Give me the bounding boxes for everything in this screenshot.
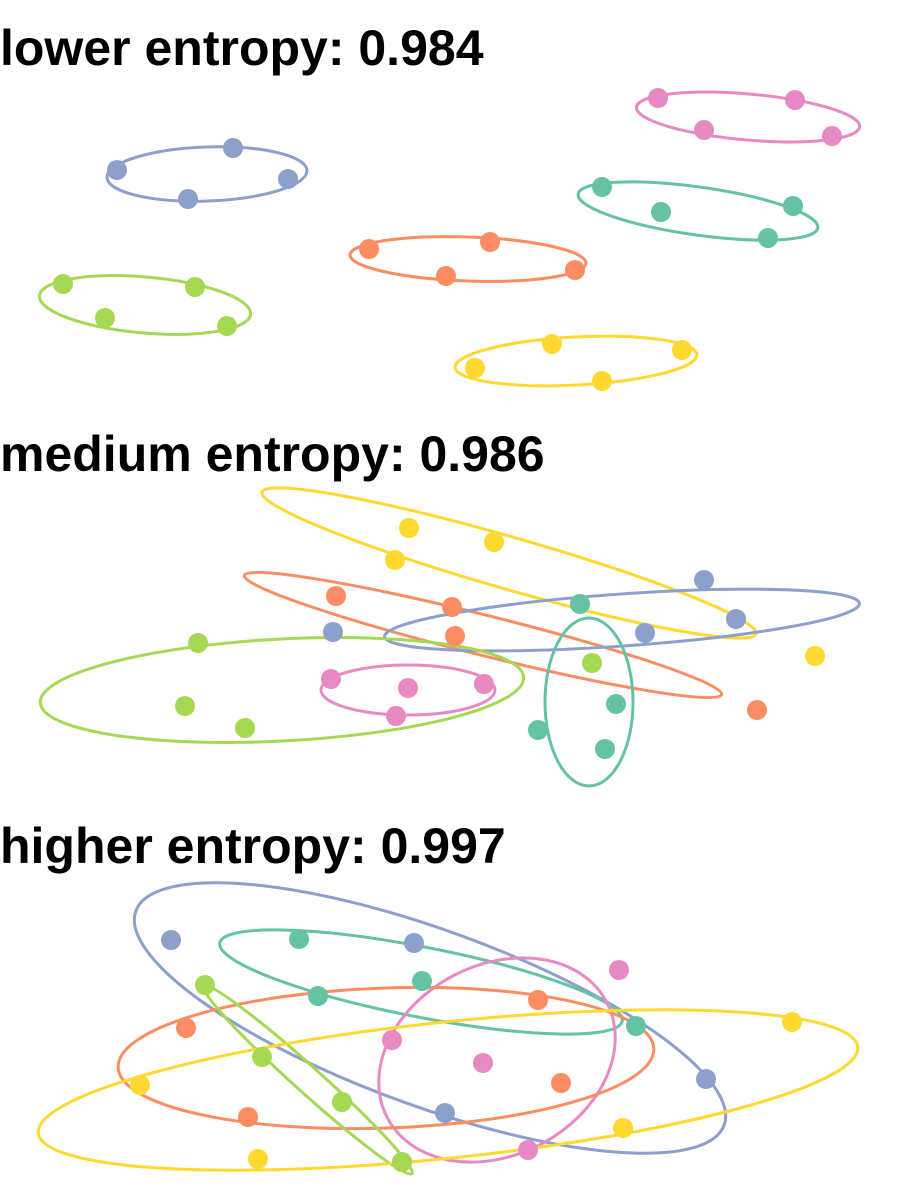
cluster-ellipse-teal <box>576 180 820 242</box>
data-point-teal-3 <box>783 196 803 216</box>
data-point-teal-1 <box>570 594 590 614</box>
data-point-yellow-3 <box>385 550 405 570</box>
plot-medium-entropy <box>38 486 861 788</box>
data-point-orange-3 <box>551 1073 571 1093</box>
data-point-orange-2 <box>442 597 462 617</box>
data-point-teal-1 <box>289 929 309 949</box>
data-point-blue-2 <box>223 138 243 158</box>
cluster-ellipse-yellow <box>36 1008 860 1172</box>
data-point-pink-2 <box>398 678 418 698</box>
data-point-teal-4 <box>626 1016 646 1036</box>
panel-title-lower: lower entropy: 0.984 <box>0 20 484 76</box>
data-point-pink-1 <box>321 669 341 689</box>
data-point-blue-4 <box>435 1103 455 1123</box>
data-point-teal-4 <box>595 739 615 759</box>
data-point-teal-1 <box>592 177 612 197</box>
data-point-pink-1 <box>609 960 629 980</box>
data-point-yellow-2 <box>782 1012 802 1032</box>
data-point-yellow-4 <box>805 646 825 666</box>
cluster-ellipse-orange <box>116 985 656 1131</box>
data-point-pink-1 <box>648 88 668 108</box>
data-point-green-4 <box>217 316 237 336</box>
cluster-ellipse-pink <box>377 956 617 1164</box>
data-point-blue-1 <box>694 570 714 590</box>
data-point-pink-3 <box>473 1053 493 1073</box>
data-point-green-2 <box>252 1047 272 1067</box>
cluster-ellipse-blue <box>105 145 309 203</box>
cluster-ellipse-yellow <box>453 334 699 388</box>
data-point-blue-1 <box>107 160 127 180</box>
data-point-yellow-1 <box>542 334 562 354</box>
data-point-yellow-4 <box>592 371 612 391</box>
data-point-pink-2 <box>785 90 805 110</box>
data-point-orange-3 <box>436 266 456 286</box>
data-point-teal-2 <box>651 202 671 222</box>
data-point-teal-3 <box>528 720 548 740</box>
data-point-yellow-1 <box>399 518 419 538</box>
data-point-green-1 <box>188 633 208 653</box>
cluster-ellipse-teal <box>218 928 624 1036</box>
cluster-ellipse-orange <box>242 570 724 700</box>
data-point-green-1 <box>195 975 215 995</box>
data-point-blue-4 <box>726 609 746 629</box>
data-point-pink-4 <box>386 706 406 726</box>
cluster-ellipse-pink <box>319 663 497 717</box>
data-point-orange-1 <box>359 239 379 259</box>
data-point-yellow-1 <box>130 1075 150 1095</box>
panel-medium-entropy: medium entropy: 0.986 <box>0 410 900 810</box>
data-point-green-3 <box>332 1092 352 1112</box>
data-point-blue-3 <box>178 189 198 209</box>
data-point-green-4 <box>392 1152 412 1172</box>
cluster-ellipse-pink <box>634 90 862 144</box>
panel-title-medium: medium entropy: 0.986 <box>0 426 545 482</box>
cluster-ellipse-green <box>37 274 253 336</box>
data-point-green-3 <box>95 308 115 328</box>
data-point-teal-3 <box>308 986 328 1006</box>
plot-lower-entropy <box>37 88 862 391</box>
data-point-green-2 <box>185 277 205 297</box>
cluster-ellipse-orange <box>348 235 588 283</box>
data-point-pink-3 <box>474 674 494 694</box>
cluster-ellipse-blue <box>383 587 861 653</box>
data-point-orange-4 <box>747 700 767 720</box>
data-point-blue-4 <box>278 169 298 189</box>
cluster-ellipse-yellow <box>260 486 758 640</box>
data-point-pink-4 <box>518 1140 538 1160</box>
data-point-blue-3 <box>635 623 655 643</box>
panel-title-higher: higher entropy: 0.997 <box>0 818 506 874</box>
data-point-pink-2 <box>382 1030 402 1050</box>
data-point-blue-2 <box>404 933 424 953</box>
data-point-blue-1 <box>161 930 181 950</box>
cluster-ellipse-teal <box>543 616 635 788</box>
plot-higher-entropy <box>36 881 860 1176</box>
data-point-pink-3 <box>694 120 714 140</box>
data-point-blue-2 <box>323 622 343 642</box>
cluster-ellipse-blue <box>132 881 728 1155</box>
data-point-orange-2 <box>480 232 500 252</box>
data-point-green-3 <box>175 696 195 716</box>
data-point-orange-2 <box>528 990 548 1010</box>
data-point-yellow-2 <box>484 532 504 552</box>
data-point-yellow-3 <box>613 1118 633 1138</box>
data-point-teal-2 <box>412 971 432 991</box>
data-point-yellow-2 <box>672 340 692 360</box>
data-point-teal-4 <box>758 228 778 248</box>
data-point-yellow-3 <box>465 358 485 378</box>
data-point-orange-4 <box>565 260 585 280</box>
data-point-green-1 <box>53 274 73 294</box>
data-point-green-4 <box>235 718 255 738</box>
panel-lower-entropy: lower entropy: 0.984 <box>0 0 900 410</box>
data-point-teal-2 <box>606 694 626 714</box>
data-point-yellow-4 <box>248 1149 268 1169</box>
cluster-ellipse-green <box>38 636 526 744</box>
data-point-orange-3 <box>445 626 465 646</box>
data-point-orange-4 <box>238 1107 258 1127</box>
data-point-orange-1 <box>326 586 346 606</box>
data-point-pink-4 <box>822 126 842 146</box>
data-point-green-2 <box>582 653 602 673</box>
panel-higher-entropy: higher entropy: 0.997 <box>0 810 900 1200</box>
data-point-blue-3 <box>696 1069 716 1089</box>
data-point-orange-1 <box>176 1018 196 1038</box>
